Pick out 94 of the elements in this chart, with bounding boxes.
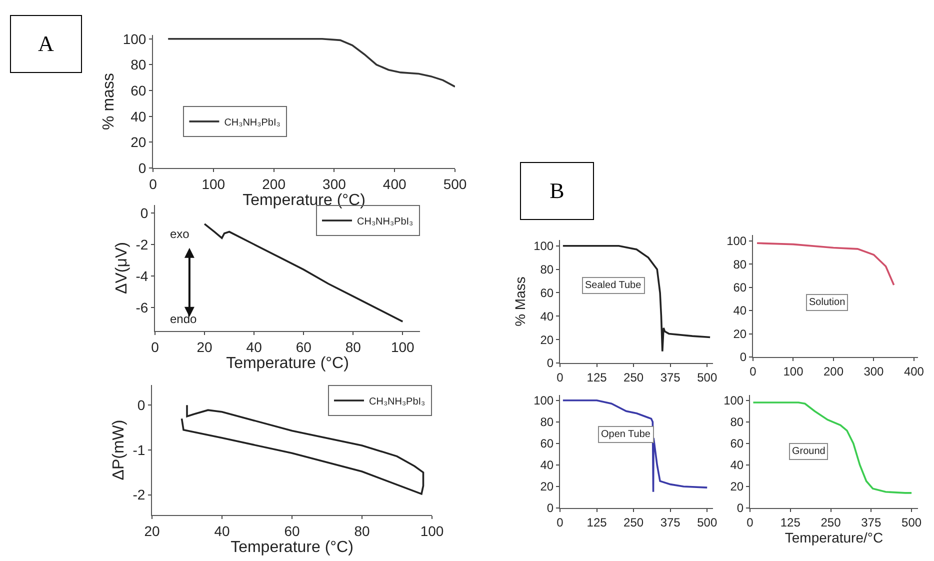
x-tick-label: 400 — [382, 176, 406, 192]
text: A — [10, 15, 82, 73]
y-tick-label: 100 — [724, 394, 744, 408]
y-tick-label: 0 — [137, 397, 146, 414]
y-tick-label: 20 — [733, 326, 747, 341]
x-axis-title: Temperature (°C) — [226, 354, 349, 372]
y-tick-label: 100 — [534, 394, 554, 408]
y-tick-label: 80 — [540, 262, 554, 276]
x-tick-label: 400 — [904, 364, 924, 378]
y-tick-label: 60 — [130, 82, 146, 98]
y-tick-label: 40 — [540, 309, 554, 324]
x-tick-label: 60 — [296, 338, 312, 355]
y-tick-label: 0 — [740, 350, 747, 364]
y-tick-label: 60 — [733, 280, 747, 294]
x-tick-label: 100 — [783, 364, 804, 378]
y-axis-title: ΔP(mW) — [110, 420, 128, 480]
x-tick-label: 500 — [697, 515, 718, 530]
y-tick-label: 80 — [540, 415, 554, 430]
x-tick-label: 250 — [624, 370, 644, 384]
x-tick-label: 0 — [556, 515, 564, 530]
x-tick-label: 100 — [202, 176, 226, 192]
annotation: Ground — [792, 446, 826, 457]
y-tick-label: 100 — [122, 30, 146, 47]
y-axis-title: ΔV(μV) — [114, 242, 131, 294]
x-tick-label: 300 — [864, 364, 884, 378]
line-series — [752, 402, 912, 494]
x-tick-label: 0 — [556, 370, 564, 384]
x-tick-label: 60 — [284, 522, 300, 539]
text: B — [520, 162, 594, 220]
x-tick-label: 200 — [262, 176, 286, 192]
line-series — [180, 404, 424, 495]
line-series — [562, 244, 711, 352]
y-tick-label: 40 — [540, 458, 554, 472]
annotation: Open Tube — [601, 429, 651, 440]
x-axis-title: Temperature/°C — [784, 529, 884, 546]
y-tick-label: 0 — [140, 204, 148, 221]
x-tick-label: 0 — [750, 364, 757, 378]
y-axis-title: % mass — [100, 73, 118, 130]
x-axis-title: Temperature (°C) — [242, 192, 366, 209]
y-tick-label: 40 — [733, 304, 747, 318]
x-tick-label: 20 — [196, 338, 213, 355]
x-tick-label: 500 — [697, 370, 718, 384]
y-tick-label: 80 — [130, 56, 146, 73]
annotation: exo — [170, 227, 190, 241]
y-tick-label: -2 — [132, 486, 146, 503]
y-tick-label: 40 — [130, 108, 146, 124]
y-tick-label: 0 — [138, 160, 146, 176]
annotation: endo — [170, 312, 198, 326]
y-tick-label: 20 — [130, 134, 146, 150]
y-tick-label: 20 — [730, 480, 744, 494]
x-axis-title: Temperature (°C) — [230, 538, 354, 556]
legend-label: CH₃NH₃PbI₃ — [369, 396, 426, 408]
legend-label: CH₃NH₃PbI₃ — [224, 117, 280, 128]
x-tick-label: 375 — [660, 370, 681, 384]
y-tick-label: 100 — [534, 239, 554, 254]
y-tick-label: 100 — [726, 234, 747, 248]
y-axis-title: % Mass — [512, 276, 528, 326]
annotation: Solution — [809, 297, 846, 308]
y-tick-label: 20 — [540, 480, 554, 494]
y-tick-label: 0 — [736, 501, 744, 516]
x-tick-label: 0 — [151, 338, 160, 355]
x-tick-label: 40 — [246, 338, 262, 355]
y-tick-label: 40 — [730, 458, 744, 472]
x-tick-label: 40 — [214, 522, 230, 539]
x-tick-label: 250 — [820, 515, 842, 530]
y-tick-label: 60 — [730, 436, 744, 451]
y-tick-label: -1 — [132, 442, 146, 458]
x-tick-label: 100 — [390, 338, 415, 355]
x-tick-label: 375 — [660, 515, 681, 530]
x-tick-label: 125 — [780, 515, 801, 530]
x-tick-label: 300 — [322, 176, 346, 192]
x-tick-label: 125 — [586, 515, 608, 530]
annotation: Sealed Tube — [585, 280, 642, 291]
x-tick-label: 125 — [586, 370, 608, 384]
legend-label: CH₃NH₃PbI₃ — [357, 216, 414, 228]
x-tick-label: 250 — [624, 515, 644, 530]
y-tick-label: 0 — [546, 501, 554, 516]
y-tick-label: 80 — [733, 257, 747, 272]
x-tick-label: 100 — [420, 522, 444, 539]
x-tick-label: 80 — [345, 338, 362, 355]
y-tick-label: 60 — [540, 436, 554, 451]
line-series — [756, 242, 895, 286]
y-tick-label: 80 — [730, 415, 744, 430]
x-tick-label: 500 — [443, 176, 467, 192]
x-tick-label: 375 — [861, 515, 882, 530]
x-tick-label: 500 — [902, 515, 922, 530]
y-tick-label: -4 — [136, 268, 148, 284]
x-tick-label: 200 — [823, 364, 844, 378]
y-tick-label: 60 — [540, 286, 554, 300]
x-tick-label: 80 — [354, 522, 370, 539]
y-tick-label: -2 — [136, 236, 148, 252]
y-tick-label: -6 — [136, 299, 148, 316]
line-series — [562, 399, 708, 493]
line-series — [167, 38, 455, 88]
